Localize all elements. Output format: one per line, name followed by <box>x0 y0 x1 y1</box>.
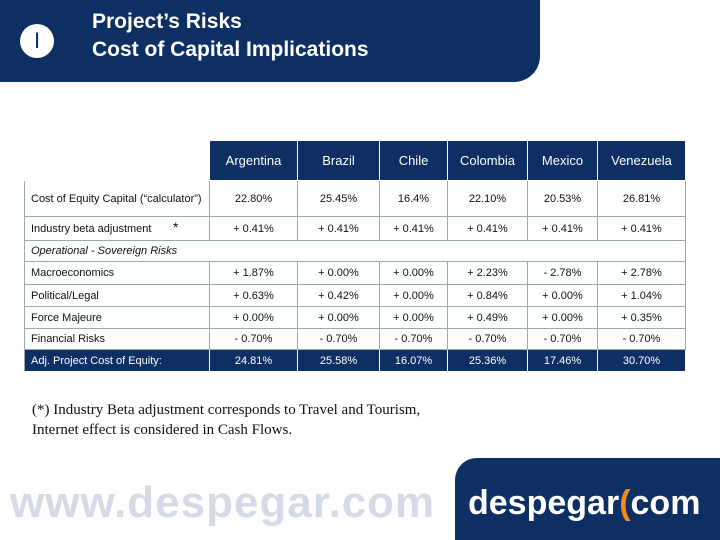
table-cell: + 0.41% <box>528 217 598 241</box>
table-cell: + 2.23% <box>448 262 528 285</box>
table-cell: + 1.87% <box>210 262 298 285</box>
column-header: Colombia <box>448 141 528 181</box>
section-badge: I <box>20 24 54 58</box>
table-cell: - 0.70% <box>210 329 298 350</box>
table-cell: 16.4% <box>380 181 448 217</box>
table-cell: + 0.84% <box>448 285 528 307</box>
table-cell: 26.81% <box>598 181 686 217</box>
column-header: Argentina <box>210 141 298 181</box>
footnote: (*) Industry Beta adjustment corresponds… <box>32 402 421 438</box>
table-cell: 22.10% <box>448 181 528 217</box>
table-cell: + 0.41% <box>380 217 448 241</box>
row-label: Industry beta adjustment * <box>24 217 210 241</box>
table-cell: 24.81% <box>210 350 298 372</box>
table-cell: + 0.00% <box>528 285 598 307</box>
table-cell: - 0.70% <box>528 329 598 350</box>
table-cell: 20.53% <box>528 181 598 217</box>
table-cell: - 0.70% <box>448 329 528 350</box>
table-cell: - 0.70% <box>380 329 448 350</box>
table-cell: + 0.00% <box>380 307 448 329</box>
table-cell: + 0.41% <box>598 217 686 241</box>
title-line: Cost of Capital Implications <box>92 38 369 61</box>
table-cell: + 2.78% <box>598 262 686 285</box>
table-cell: + 0.00% <box>298 307 380 329</box>
logo-name: despegar <box>468 484 620 522</box>
table-cell: + 0.41% <box>298 217 380 241</box>
table-cell: + 0.00% <box>210 307 298 329</box>
table-cell: + 0.42% <box>298 285 380 307</box>
row-label: Adj. Project Cost of Equity: <box>24 350 210 372</box>
row-label: Cost of Equity Capital (“calculator”) <box>24 181 210 217</box>
title-line: Project’s Risks <box>92 10 242 33</box>
table-cell: 25.58% <box>298 350 380 372</box>
column-header: Brazil <box>298 141 380 181</box>
table-cell: 25.45% <box>298 181 380 217</box>
section-heading: Operational - Sovereign Risks <box>24 241 686 262</box>
column-header: Chile <box>380 141 448 181</box>
row-label: Macroeconomics <box>24 262 210 285</box>
table-cell: 30.70% <box>598 350 686 372</box>
table-cell: 25.36% <box>448 350 528 372</box>
table-cell: + 1.04% <box>598 285 686 307</box>
table-cell: + 0.00% <box>380 285 448 307</box>
table-cell: + 0.63% <box>210 285 298 307</box>
table-cell: + 0.00% <box>298 262 380 285</box>
row-label: Force Majeure <box>24 307 210 329</box>
table-cell: + 0.41% <box>448 217 528 241</box>
logo-dot: ( <box>619 484 631 522</box>
row-label: Financial Risks <box>24 329 210 350</box>
logo: despegar(com <box>468 484 700 523</box>
risk-table: Argentina Brazil Chile Colombia Mexico Venezu… <box>24 141 686 374</box>
column-header: Venezuela <box>598 141 686 181</box>
header-banner <box>0 0 540 82</box>
table-cell: + 0.41% <box>210 217 298 241</box>
table-cell: 16.07% <box>380 350 448 372</box>
row-label: Political/Legal <box>24 285 210 307</box>
table-cell: + 0.00% <box>380 262 448 285</box>
logo-box <box>455 458 720 540</box>
table-cell: - 0.70% <box>298 329 380 350</box>
table-cell: + 0.00% <box>528 307 598 329</box>
table-cell: - 0.70% <box>598 329 686 350</box>
note-mark: * <box>173 219 179 235</box>
logo-suffix: com <box>630 484 701 522</box>
watermark: www.despegar.com <box>10 478 436 527</box>
table-cell: 22.80% <box>210 181 298 217</box>
table-cell: + 0.49% <box>448 307 528 329</box>
table-cell: 17.46% <box>528 350 598 372</box>
table-cell: + 0.35% <box>598 307 686 329</box>
column-header: Mexico <box>528 141 598 181</box>
table-cell: - 2.78% <box>528 262 598 285</box>
